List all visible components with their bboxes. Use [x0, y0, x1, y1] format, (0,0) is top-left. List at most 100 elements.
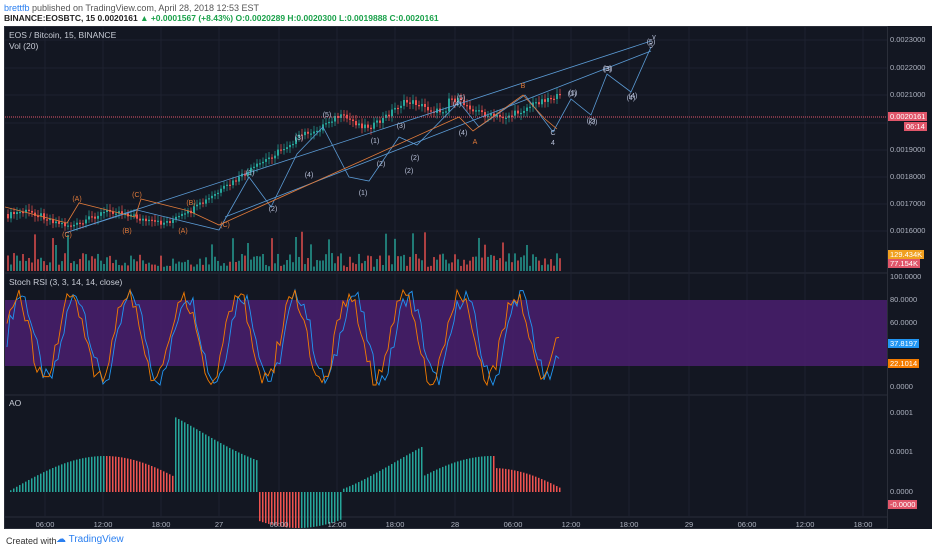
- candle: [16, 212, 18, 215]
- ao-bar: [499, 468, 501, 492]
- ao-bar: [349, 486, 351, 492]
- ao-bar: [64, 463, 66, 492]
- candle: [277, 149, 279, 156]
- ao-bar: [439, 468, 441, 492]
- candle: [532, 102, 534, 107]
- candle: [13, 212, 15, 215]
- volume-bar: [220, 265, 222, 271]
- ao-bar: [481, 456, 483, 492]
- candle: [160, 220, 162, 225]
- time-tick: 06:00: [36, 520, 55, 529]
- time-tick: 06:00: [504, 520, 523, 529]
- candle: [58, 221, 60, 224]
- volume-bar: [427, 266, 429, 271]
- stoch-d-badge: 22.1014: [888, 359, 920, 368]
- volume-bar: [10, 264, 12, 271]
- ao-bar: [229, 447, 231, 492]
- volume-bar: [202, 264, 204, 271]
- tradingview-logo[interactable]: ☁ TradingView: [56, 534, 124, 545]
- ao-bar: [19, 485, 21, 492]
- ao-bar: [268, 492, 270, 524]
- candle: [415, 100, 417, 106]
- ao-bar: [376, 472, 378, 492]
- candle: [286, 147, 288, 149]
- volume-bar: [406, 265, 408, 271]
- volume-bar: [358, 253, 360, 271]
- volume-bar: [217, 260, 219, 271]
- candle: [199, 202, 201, 205]
- candle: [376, 120, 378, 123]
- volume-bar: [511, 262, 513, 271]
- ao-bar: [511, 469, 513, 492]
- author-link[interactable]: brettfb: [4, 3, 30, 13]
- volume-bar: [193, 266, 195, 271]
- ao-bar: [10, 490, 12, 492]
- candle: [400, 105, 402, 108]
- volume-bar: [499, 258, 501, 271]
- ao-bar: [262, 492, 264, 523]
- ao-bar: [280, 492, 282, 527]
- volume-bar: [424, 232, 426, 271]
- volume-bar: [235, 261, 237, 271]
- ao-bar: [505, 468, 507, 492]
- volume-bar: [58, 264, 60, 271]
- volume-bar: [178, 261, 180, 271]
- ao-bar: [544, 480, 546, 492]
- ao-bar: [328, 492, 330, 524]
- ao-bar: [112, 456, 114, 492]
- ao-bar: [166, 472, 168, 492]
- wave-label: (A): [72, 196, 81, 203]
- wave-label: (3): [603, 66, 612, 73]
- ao-bar: [517, 471, 519, 492]
- candle: [253, 166, 255, 168]
- candle: [49, 218, 51, 221]
- volume-bar: [43, 261, 45, 271]
- candle: [394, 107, 396, 110]
- volume-bar: [109, 255, 111, 271]
- ao-bar: [478, 456, 480, 492]
- ao-bar: [316, 492, 318, 527]
- volume-bar: [124, 262, 126, 271]
- ao-bar: [184, 422, 186, 492]
- volume-bar: [445, 259, 447, 271]
- ao-bar: [196, 429, 198, 492]
- trend-line: [224, 50, 652, 218]
- ao-bar: [58, 465, 60, 492]
- ao-bar: [385, 467, 387, 492]
- ao-bar: [169, 474, 171, 492]
- volume-bar: [223, 263, 225, 271]
- ao-bar: [25, 481, 27, 492]
- volume-badge: 77.154K: [888, 259, 920, 268]
- volume-bar: [76, 264, 78, 271]
- wave-label: (5): [647, 39, 656, 46]
- volume-bar: [199, 258, 201, 271]
- ao-bar: [40, 473, 42, 492]
- time-tick: 18:00: [854, 520, 873, 529]
- candle: [250, 167, 252, 172]
- candle: [493, 113, 495, 117]
- volume-bar: [28, 257, 30, 271]
- chart-area[interactable]: (C) (A) (C) (B) (A) (B) (C) (1) (2) (3) (4) (5) (1)(…: [4, 26, 888, 529]
- candle: [196, 204, 198, 207]
- candle: [274, 155, 276, 159]
- price-axis[interactable]: 0.0023000 0.0022000 0.0021000 0.0019000 …: [888, 26, 932, 529]
- chart-canvas[interactable]: (C)(A)(C)(B) (A)(B)(C)(1)(2)(3)(4)(5)(1)(…: [5, 27, 888, 529]
- volume-bar: [190, 264, 192, 271]
- volume-bar: [157, 265, 159, 271]
- ao-pane-title: AO: [9, 398, 22, 408]
- volume-bar: [349, 256, 351, 271]
- ao-bar: [469, 458, 471, 492]
- wave-label: A: [473, 139, 478, 146]
- volume-bar: [295, 236, 297, 271]
- wave-label: (5): [323, 112, 332, 119]
- ao-bar: [67, 462, 69, 492]
- volume-bar: [517, 260, 519, 271]
- wave-label: B: [521, 83, 526, 90]
- volume-bar: [310, 244, 312, 271]
- candle: [169, 221, 171, 223]
- volume-bar: [478, 237, 480, 271]
- volume-bar: [82, 253, 84, 271]
- ao-bar: [136, 460, 138, 492]
- candle: [319, 130, 321, 132]
- candle: [136, 214, 138, 219]
